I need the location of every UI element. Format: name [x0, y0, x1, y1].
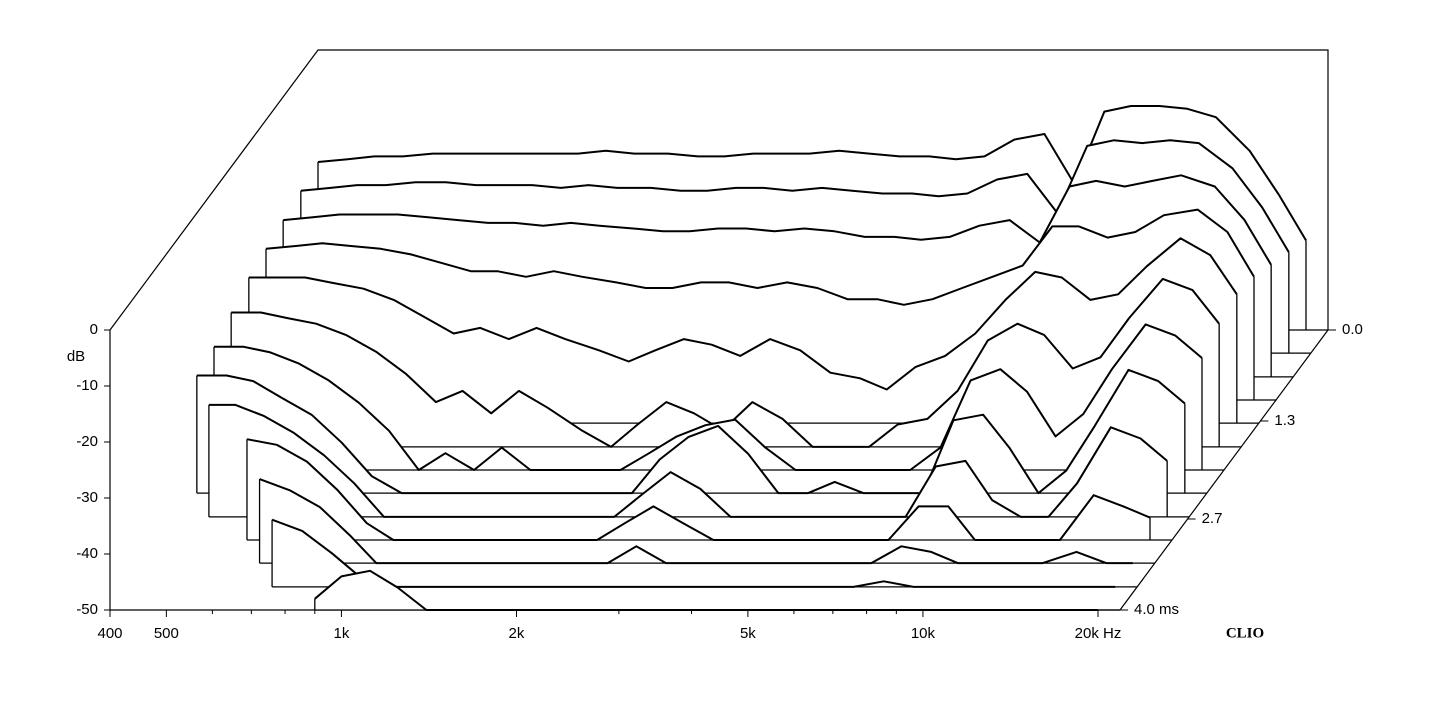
slice-line: [283, 174, 1273, 266]
z-tick-label: 0.0: [1342, 321, 1363, 338]
slice-line: [271, 518, 1116, 588]
y-tick-label: 0: [90, 321, 98, 338]
slice-fill: [314, 570, 1120, 610]
x-tick-label: 400: [97, 625, 122, 642]
x-tick-label: 20k Hz: [1075, 625, 1122, 642]
y-tick-label: -40: [76, 545, 98, 562]
z-tick-label: 2.7: [1202, 510, 1223, 527]
y-tick-label: -30: [76, 489, 98, 506]
slice-line: [246, 438, 1151, 541]
frame: [109, 49, 1329, 610]
y-axis-label: dB: [67, 348, 85, 365]
slice-line: [259, 478, 1133, 565]
y-tick-label: -50: [76, 601, 98, 618]
slice-line: [300, 139, 1290, 253]
z-tick-label: 4.0 ms: [1134, 601, 1179, 618]
x-tick-label: 2k: [509, 625, 525, 642]
y-tick-label: -10: [76, 377, 98, 394]
slice-line: [314, 569, 1098, 611]
slice-line: [317, 105, 1307, 241]
slice-line: [196, 368, 1186, 495]
slice-fill: [246, 439, 1172, 540]
x-tick-label: 5k: [740, 625, 756, 642]
slice-fill: [259, 479, 1155, 564]
x-tick-label: 500: [154, 625, 179, 642]
slice-line: [208, 403, 1168, 518]
slice-line: [214, 323, 1203, 471]
slice-fill: [208, 404, 1190, 517]
slice-line: [265, 208, 1255, 306]
x-tick-label: 1k: [333, 625, 349, 642]
z-tick-label: 1.3: [1274, 412, 1295, 429]
y-tick-label: -20: [76, 433, 98, 450]
slice-line: [248, 237, 1238, 391]
brand: CLIO: [1226, 625, 1264, 641]
x-tick-label: 10k: [911, 625, 936, 642]
